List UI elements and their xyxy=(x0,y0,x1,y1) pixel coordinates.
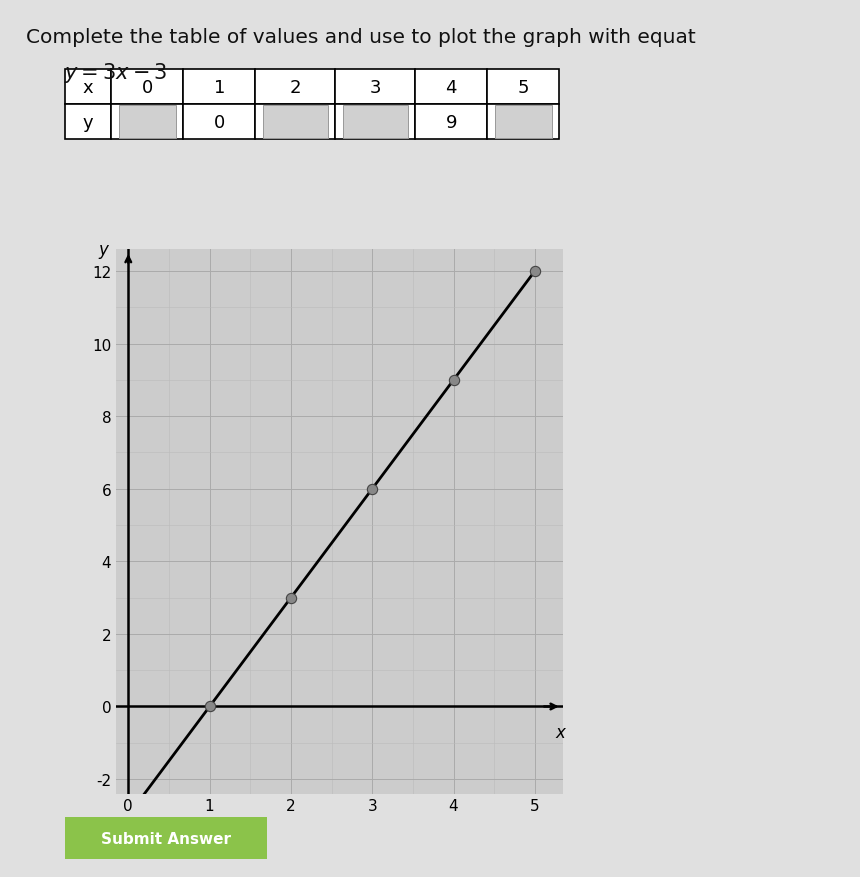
Text: Submit Answer: Submit Answer xyxy=(101,831,230,846)
Text: y: y xyxy=(83,114,93,132)
Bar xyxy=(487,70,559,105)
Bar xyxy=(487,105,559,140)
Point xyxy=(366,482,379,496)
Bar xyxy=(119,106,176,139)
Bar xyxy=(112,70,183,105)
Bar xyxy=(64,70,112,105)
Bar xyxy=(183,70,255,105)
Text: 0: 0 xyxy=(213,114,224,132)
Text: x: x xyxy=(83,79,93,96)
Bar xyxy=(255,105,335,140)
Bar xyxy=(255,70,335,105)
Bar xyxy=(415,70,487,105)
Text: $y$: $y$ xyxy=(98,243,110,260)
Text: 2: 2 xyxy=(290,79,301,96)
Text: 0: 0 xyxy=(142,79,153,96)
Text: 5: 5 xyxy=(518,79,529,96)
Bar xyxy=(183,105,255,140)
Text: $y = 3x - 3$: $y = 3x - 3$ xyxy=(64,61,168,85)
Text: 4: 4 xyxy=(445,79,457,96)
Bar xyxy=(335,70,415,105)
Bar xyxy=(342,106,408,139)
Point xyxy=(528,265,542,279)
Bar xyxy=(112,105,183,140)
Point xyxy=(121,809,135,823)
Point xyxy=(284,591,298,605)
Text: Complete the table of values and use to plot the graph with equat: Complete the table of values and use to … xyxy=(26,28,696,47)
Bar xyxy=(335,105,415,140)
Text: 3: 3 xyxy=(370,79,381,96)
Bar xyxy=(262,106,328,139)
Text: $x$: $x$ xyxy=(556,723,568,741)
Point xyxy=(446,374,460,388)
FancyBboxPatch shape xyxy=(52,815,279,862)
Text: 1: 1 xyxy=(213,79,225,96)
Bar xyxy=(494,106,551,139)
Point xyxy=(203,700,217,714)
Bar xyxy=(415,105,487,140)
Text: 9: 9 xyxy=(445,114,457,132)
Bar xyxy=(64,105,112,140)
